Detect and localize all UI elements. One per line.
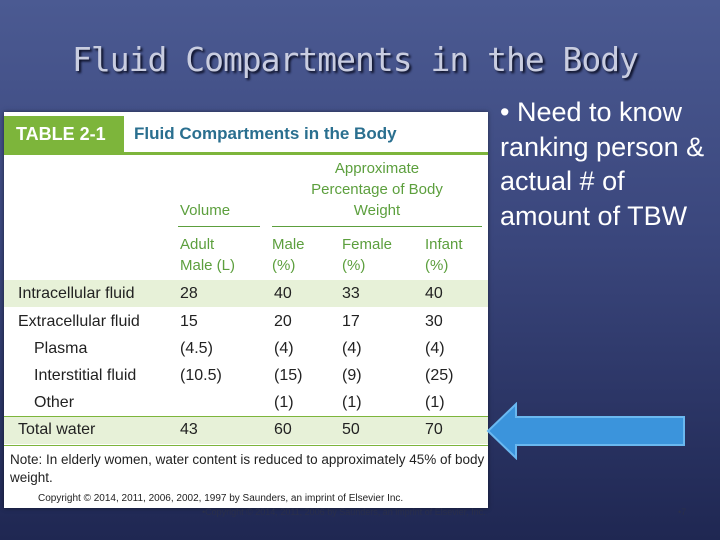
- table-cell: (1): [342, 394, 362, 411]
- table-header-bar: TABLE 2-1 Fluid Compartments in the Body: [4, 116, 488, 155]
- header-divider-volume: [178, 226, 260, 227]
- header-pct-line1: Approximate: [334, 160, 420, 177]
- row-label-plasma: Plasma: [34, 340, 88, 357]
- table-cell: (1): [274, 394, 294, 411]
- slide-number: •7: [678, 507, 687, 517]
- table-cell: (25): [425, 367, 454, 384]
- table-cell: (15): [274, 367, 303, 384]
- table-cell: (1): [425, 394, 445, 411]
- row-label-other: Other: [34, 394, 75, 411]
- col-header-infant: Infant (%): [425, 236, 463, 274]
- row-label-intracellular: Intracellular fluid: [18, 285, 135, 302]
- table-cell: 17: [342, 313, 360, 330]
- table-cell: (10.5): [180, 367, 222, 384]
- table-cell: 70: [425, 421, 443, 438]
- row-label-total-water: Total water: [18, 421, 96, 438]
- table-cell: 50: [342, 421, 360, 438]
- table-cell: 60: [274, 421, 292, 438]
- table-cell: 33: [342, 285, 360, 302]
- table-cell: (9): [342, 367, 362, 384]
- table-cell: 40: [274, 285, 292, 302]
- table-cell: (4.5): [180, 340, 213, 357]
- table-copyright: Copyright © 2014, 2011, 2006, 2002, 1997…: [38, 493, 404, 504]
- table-cell: 28: [180, 285, 198, 302]
- table-cell: 30: [425, 313, 443, 330]
- slide-footer: •Copyright © 2014, 2011, 2006 by Saunder…: [202, 507, 486, 517]
- table-name: Fluid Compartments in the Body: [134, 124, 397, 143]
- table-note: Note: In elderly women, water content is…: [10, 452, 485, 485]
- table-row-bg: [4, 280, 488, 307]
- col-header-female: Female (%): [342, 236, 393, 274]
- table-cell: (4): [342, 340, 362, 357]
- col-header-male: Male (%): [272, 236, 305, 274]
- left-arrow-icon: [486, 402, 685, 460]
- table-row-bg: [4, 416, 488, 444]
- table-cell: 20: [274, 313, 292, 330]
- bullet-text: • Need to know ranking person & actual #…: [500, 97, 705, 231]
- slide-title: Fluid Compartments in the Body: [72, 40, 639, 79]
- table-number: TABLE 2-1: [4, 116, 124, 152]
- header-pct-line3: Weight: [353, 202, 401, 219]
- table-cell: (4): [425, 340, 445, 357]
- row-label-extracellular: Extracellular fluid: [18, 313, 140, 330]
- table-cell: 15: [180, 313, 198, 330]
- header-volume: Volume: [180, 202, 231, 219]
- table-bottom-rule: [4, 445, 488, 446]
- table-cell: 40: [425, 285, 443, 302]
- row-label-interstitial: Interstitial fluid: [34, 367, 137, 384]
- fluid-compartments-table: TABLE 2-1 Fluid Compartments in the Body…: [4, 112, 488, 508]
- table-cell: (4): [274, 340, 294, 357]
- table-cell: 43: [180, 421, 198, 438]
- col-header-adult-male: Adult Male (L): [180, 236, 236, 274]
- header-pct-line2: Percentage of Body: [311, 181, 443, 198]
- header-divider-pct: [272, 226, 482, 227]
